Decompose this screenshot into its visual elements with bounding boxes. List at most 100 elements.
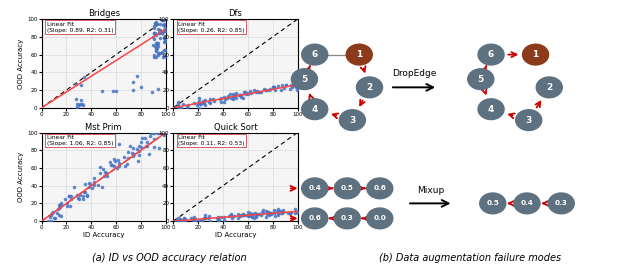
Point [180, 219, 190, 223]
Point [200, 103, 211, 107]
Point [97, 185, 107, 189]
Point [60, 197, 70, 201]
Point [255, 212, 266, 217]
Point [243, 213, 253, 218]
Point [250, 211, 260, 216]
Point [226, 212, 236, 216]
Point [152, 44, 163, 48]
Point [109, 156, 119, 161]
Point [155, 28, 165, 32]
Title: Mst Prim: Mst Prim [86, 123, 122, 132]
Point [228, 95, 239, 99]
Point [287, 84, 297, 88]
Point [72, 193, 82, 197]
Point [134, 144, 145, 148]
Point [194, 99, 204, 103]
Point [159, 40, 170, 44]
Point [99, 173, 109, 178]
Point [223, 214, 234, 218]
Point [148, 26, 159, 31]
Point [151, 46, 161, 51]
Text: Linear Fit
(Slope: 0.11, R2: 0.53): Linear Fit (Slope: 0.11, R2: 0.53) [179, 135, 244, 146]
Point [216, 100, 227, 104]
Point [180, 217, 190, 221]
Point [276, 211, 287, 215]
Point [241, 91, 252, 95]
Point [260, 88, 271, 93]
Point [205, 97, 216, 101]
Point [175, 218, 185, 222]
Point [151, 49, 161, 54]
Point [149, 31, 159, 35]
Point [148, 35, 159, 39]
Circle shape [367, 208, 393, 229]
Text: 4: 4 [488, 105, 494, 114]
Text: 3: 3 [349, 116, 355, 124]
Point [236, 93, 246, 97]
Point [253, 90, 263, 94]
Point [236, 213, 246, 218]
Point [264, 211, 275, 216]
Point [100, 170, 110, 174]
Point [173, 216, 183, 220]
Point [160, 48, 170, 53]
Point [195, 102, 205, 106]
Point [266, 211, 276, 215]
Point [124, 156, 134, 161]
Point [220, 97, 230, 101]
Point [171, 219, 181, 223]
Point [200, 212, 211, 217]
Point [290, 211, 300, 216]
Text: 4: 4 [312, 105, 318, 114]
Point [159, 132, 169, 136]
Point [52, 211, 63, 215]
Point [62, 204, 72, 208]
Circle shape [478, 99, 504, 120]
Point [122, 162, 132, 166]
Point [156, 50, 166, 55]
Point [229, 214, 239, 218]
Point [144, 152, 154, 156]
Point [148, 31, 159, 35]
Point [243, 91, 253, 96]
Point [252, 89, 262, 93]
Point [247, 215, 257, 219]
Point [157, 31, 167, 35]
Point [196, 217, 207, 222]
Point [214, 218, 224, 222]
Point [150, 40, 161, 45]
Point [150, 44, 160, 49]
Point [45, 219, 56, 223]
Point [280, 82, 291, 87]
Point [89, 179, 99, 184]
Circle shape [480, 193, 506, 214]
Point [264, 213, 274, 217]
Point [78, 197, 88, 201]
Point [56, 213, 67, 218]
Point [212, 218, 223, 222]
Point [205, 101, 216, 105]
Point [158, 130, 168, 135]
Text: 2: 2 [366, 83, 372, 92]
Point [149, 53, 159, 58]
Point [161, 40, 171, 44]
Point [279, 85, 289, 90]
Point [269, 211, 280, 215]
Point [128, 80, 138, 84]
Point [159, 27, 169, 32]
Point [188, 218, 198, 222]
Point [254, 212, 264, 216]
Point [236, 93, 246, 97]
Point [154, 31, 164, 35]
Point [114, 142, 124, 146]
Point [54, 205, 64, 210]
Point [244, 214, 254, 218]
Point [243, 212, 253, 217]
Point [159, 18, 169, 22]
Point [258, 210, 268, 215]
Point [182, 105, 192, 109]
Point [74, 197, 84, 201]
Text: 0.6: 0.6 [373, 185, 386, 191]
Point [173, 104, 183, 108]
Text: Linear Fit
(Slope: 1.06, R2: 0.85): Linear Fit (Slope: 1.06, R2: 0.85) [47, 135, 113, 146]
